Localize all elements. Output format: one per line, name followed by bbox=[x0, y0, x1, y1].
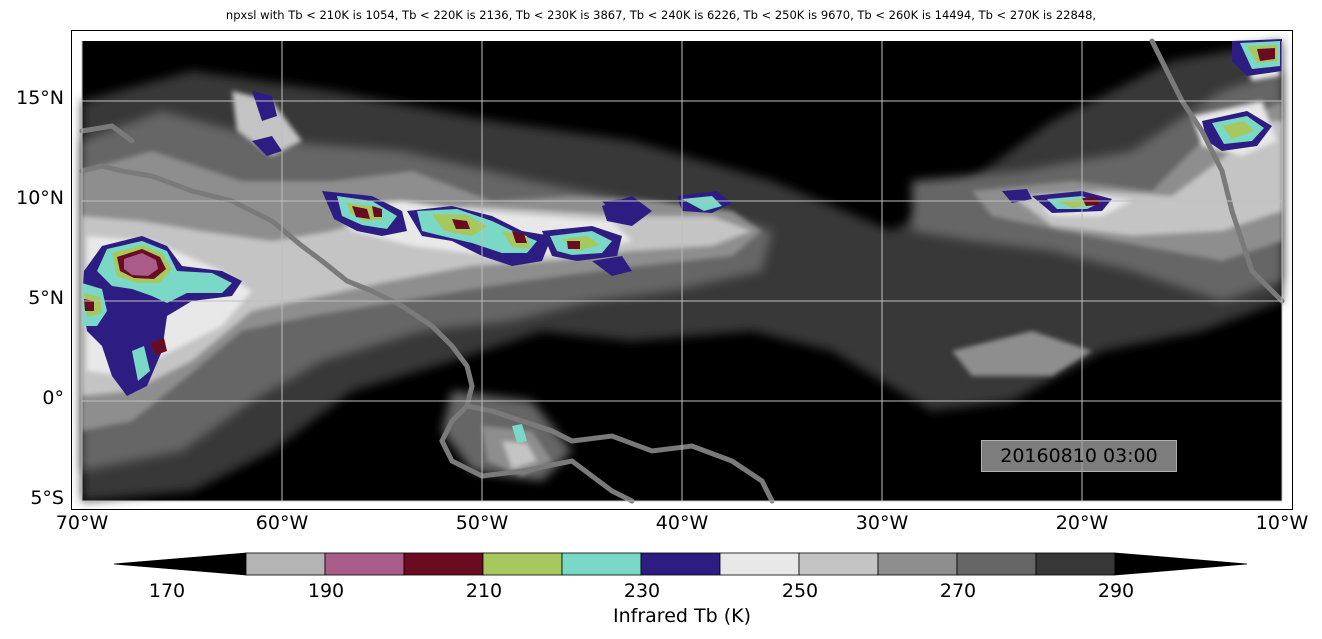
colorbar-tick-170: 170 bbox=[148, 580, 186, 602]
lon-label-40w: 40°W bbox=[655, 512, 709, 534]
colorbar-cell bbox=[482, 552, 563, 576]
colorbar-extend-high bbox=[1114, 552, 1248, 576]
brightness-temperature-map bbox=[79, 38, 1285, 504]
lon-label-20w: 20°W bbox=[1055, 512, 1109, 534]
colorbar-title: Infrared Tb (K) bbox=[613, 605, 751, 627]
graticule bbox=[81, 41, 1283, 502]
lat-label-5s: 5°S bbox=[30, 487, 64, 509]
colorbar-tick-210: 210 bbox=[465, 580, 503, 602]
map-panel bbox=[71, 30, 1293, 510]
figure-title: npxsl with Tb < 210K is 1054, Tb < 220K … bbox=[225, 8, 1097, 22]
colorbar-cell bbox=[245, 552, 326, 576]
colorbar-tick-190: 190 bbox=[307, 580, 345, 602]
colorbar-tick-270: 270 bbox=[939, 580, 977, 602]
colorbar-cell bbox=[1035, 552, 1116, 576]
colorbar bbox=[114, 552, 1248, 576]
colorbar-cell bbox=[403, 552, 484, 576]
lat-label-15n: 15°N bbox=[16, 87, 64, 109]
lon-label-50w: 50°W bbox=[455, 512, 509, 534]
lat-label-0: 0° bbox=[42, 387, 64, 409]
lat-label-10n: 10°N bbox=[16, 187, 64, 209]
colorbar-cell bbox=[719, 552, 800, 576]
timestamp-label: 20160810 03:00 bbox=[981, 440, 1177, 472]
colorbar-cell bbox=[561, 552, 642, 576]
colorbar-cell bbox=[324, 552, 405, 576]
lon-label-60w: 60°W bbox=[255, 512, 309, 534]
coastlines bbox=[79, 38, 1285, 504]
colorbar-tick-290: 290 bbox=[1097, 580, 1135, 602]
lon-label-10w: 10°W bbox=[1255, 512, 1309, 534]
colorbar-tick-250: 250 bbox=[781, 580, 819, 602]
lat-label-5n: 5°N bbox=[28, 287, 64, 309]
colorbar-cell bbox=[798, 552, 879, 576]
colorbar-cell bbox=[956, 552, 1037, 576]
colorbar-cell bbox=[640, 552, 721, 576]
colorbar-tick-230: 230 bbox=[623, 580, 661, 602]
colorbar-extend-low bbox=[114, 552, 247, 576]
lon-label-30w: 30°W bbox=[855, 512, 909, 534]
colorbar-cell bbox=[877, 552, 958, 576]
lon-label-70w: 70°W bbox=[55, 512, 109, 534]
